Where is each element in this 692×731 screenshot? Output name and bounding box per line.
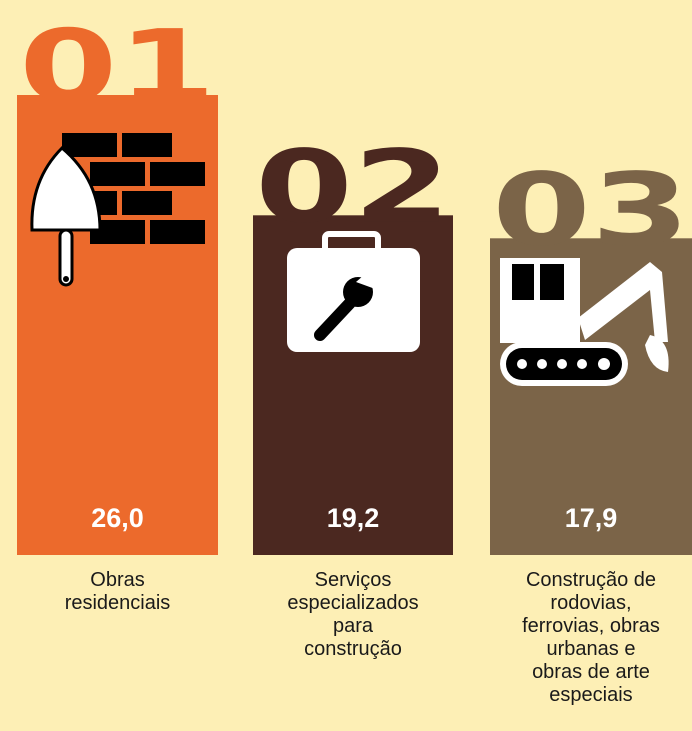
category-label: construção — [304, 638, 402, 660]
value-label: 19,2 — [327, 503, 380, 533]
value-label: 17,9 — [565, 503, 618, 533]
category-label: Construção de — [526, 569, 656, 591]
category-label: urbanas e — [547, 638, 636, 660]
category-label: para — [333, 615, 374, 637]
category-label: residenciais — [65, 592, 171, 614]
rank-number: 02 — [255, 128, 451, 245]
category-label: obras de arte — [532, 661, 650, 683]
category-label: especiais — [549, 684, 632, 706]
brick-trowel-icon — [30, 133, 205, 287]
rank-number: 01 — [19, 8, 216, 125]
category-label: especializados — [287, 592, 418, 614]
category-label: rodovias, — [550, 592, 631, 614]
category-label: Serviços — [315, 569, 392, 591]
excavator-icon — [500, 258, 669, 386]
category-label: Obras — [90, 569, 144, 591]
rank-number: 03 — [492, 151, 690, 268]
value-label: 26,0 — [91, 503, 144, 533]
toolbox-icon — [287, 231, 420, 352]
category-label: ferrovias, obras — [522, 615, 660, 637]
